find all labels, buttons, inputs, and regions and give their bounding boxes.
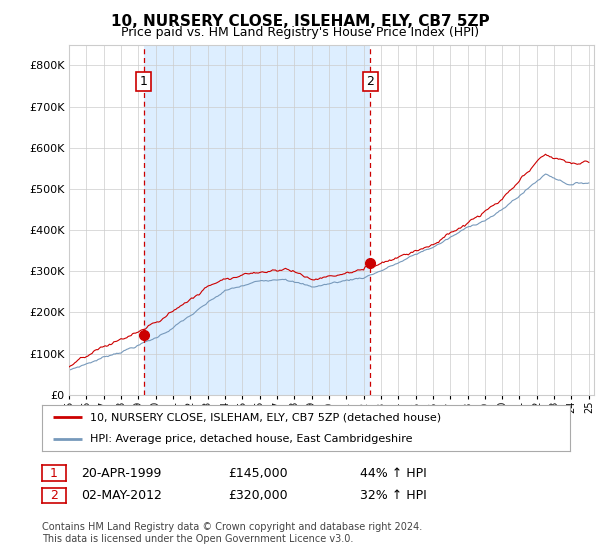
Text: Price paid vs. HM Land Registry's House Price Index (HPI): Price paid vs. HM Land Registry's House … bbox=[121, 26, 479, 39]
Text: 2: 2 bbox=[50, 489, 58, 502]
Text: HPI: Average price, detached house, East Cambridgeshire: HPI: Average price, detached house, East… bbox=[89, 435, 412, 444]
Text: £320,000: £320,000 bbox=[228, 489, 287, 502]
Text: 20-APR-1999: 20-APR-1999 bbox=[81, 466, 161, 480]
Text: 1: 1 bbox=[140, 76, 148, 88]
Text: 02-MAY-2012: 02-MAY-2012 bbox=[81, 489, 162, 502]
Bar bbox=[143, 45, 370, 395]
Text: 1: 1 bbox=[50, 466, 58, 480]
Text: 10, NURSERY CLOSE, ISLEHAM, ELY, CB7 5ZP: 10, NURSERY CLOSE, ISLEHAM, ELY, CB7 5ZP bbox=[110, 14, 490, 29]
Text: 2: 2 bbox=[367, 76, 374, 88]
Text: Contains HM Land Registry data © Crown copyright and database right 2024.
This d: Contains HM Land Registry data © Crown c… bbox=[42, 522, 422, 544]
Text: 10, NURSERY CLOSE, ISLEHAM, ELY, CB7 5ZP (detached house): 10, NURSERY CLOSE, ISLEHAM, ELY, CB7 5ZP… bbox=[89, 412, 440, 422]
Text: 44% ↑ HPI: 44% ↑ HPI bbox=[360, 466, 427, 480]
Text: £145,000: £145,000 bbox=[228, 466, 287, 480]
Text: 32% ↑ HPI: 32% ↑ HPI bbox=[360, 489, 427, 502]
